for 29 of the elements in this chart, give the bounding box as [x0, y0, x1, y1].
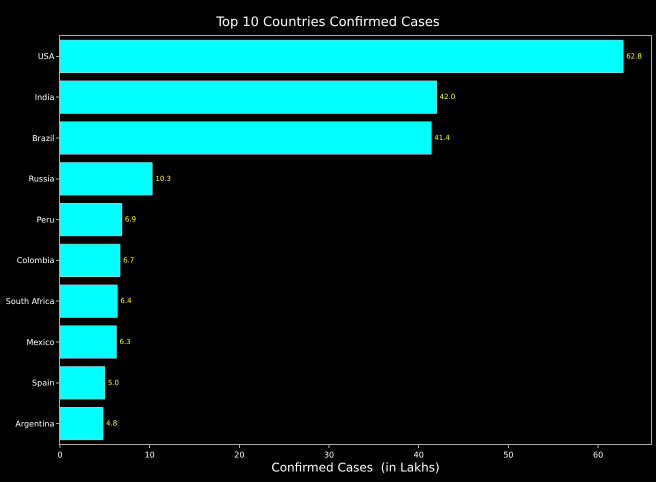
bar	[60, 121, 432, 155]
y-tick-label: USA	[38, 52, 55, 62]
bar	[60, 325, 117, 359]
y-tick-label: Colombia	[16, 256, 54, 266]
bar	[60, 407, 104, 440]
bar	[60, 284, 118, 318]
chart-title: Top 10 Countries Confirmed Cases	[215, 14, 440, 30]
y-tick-label: Mexico	[26, 338, 54, 347]
x-tick-label: 0	[57, 450, 63, 460]
x-tick-label: 20	[234, 450, 244, 460]
bar	[60, 203, 122, 236]
y-tick-label: Russia	[28, 174, 54, 184]
bar	[60, 162, 153, 196]
x-tick-label: 50	[503, 450, 514, 460]
x-tick-label: 60	[592, 450, 604, 460]
bar	[60, 244, 120, 277]
y-tick-label: South Africa	[6, 297, 54, 306]
y-tick-label: Peru	[36, 215, 54, 224]
bar	[60, 40, 624, 73]
y-tick-label: Argentina	[15, 419, 54, 428]
x-axis-title: Confirmed Cases (in Lakhs)	[271, 460, 440, 474]
x-tick-label: 10	[144, 450, 155, 460]
x-tick-label: 40	[414, 450, 424, 460]
bar	[60, 366, 106, 400]
x-tick-label: 30	[324, 450, 334, 460]
y-tick-label: India	[34, 93, 54, 102]
y-tick-label: Spain	[32, 378, 54, 388]
y-tick-label: Brazil	[32, 134, 54, 143]
bar	[60, 80, 437, 114]
